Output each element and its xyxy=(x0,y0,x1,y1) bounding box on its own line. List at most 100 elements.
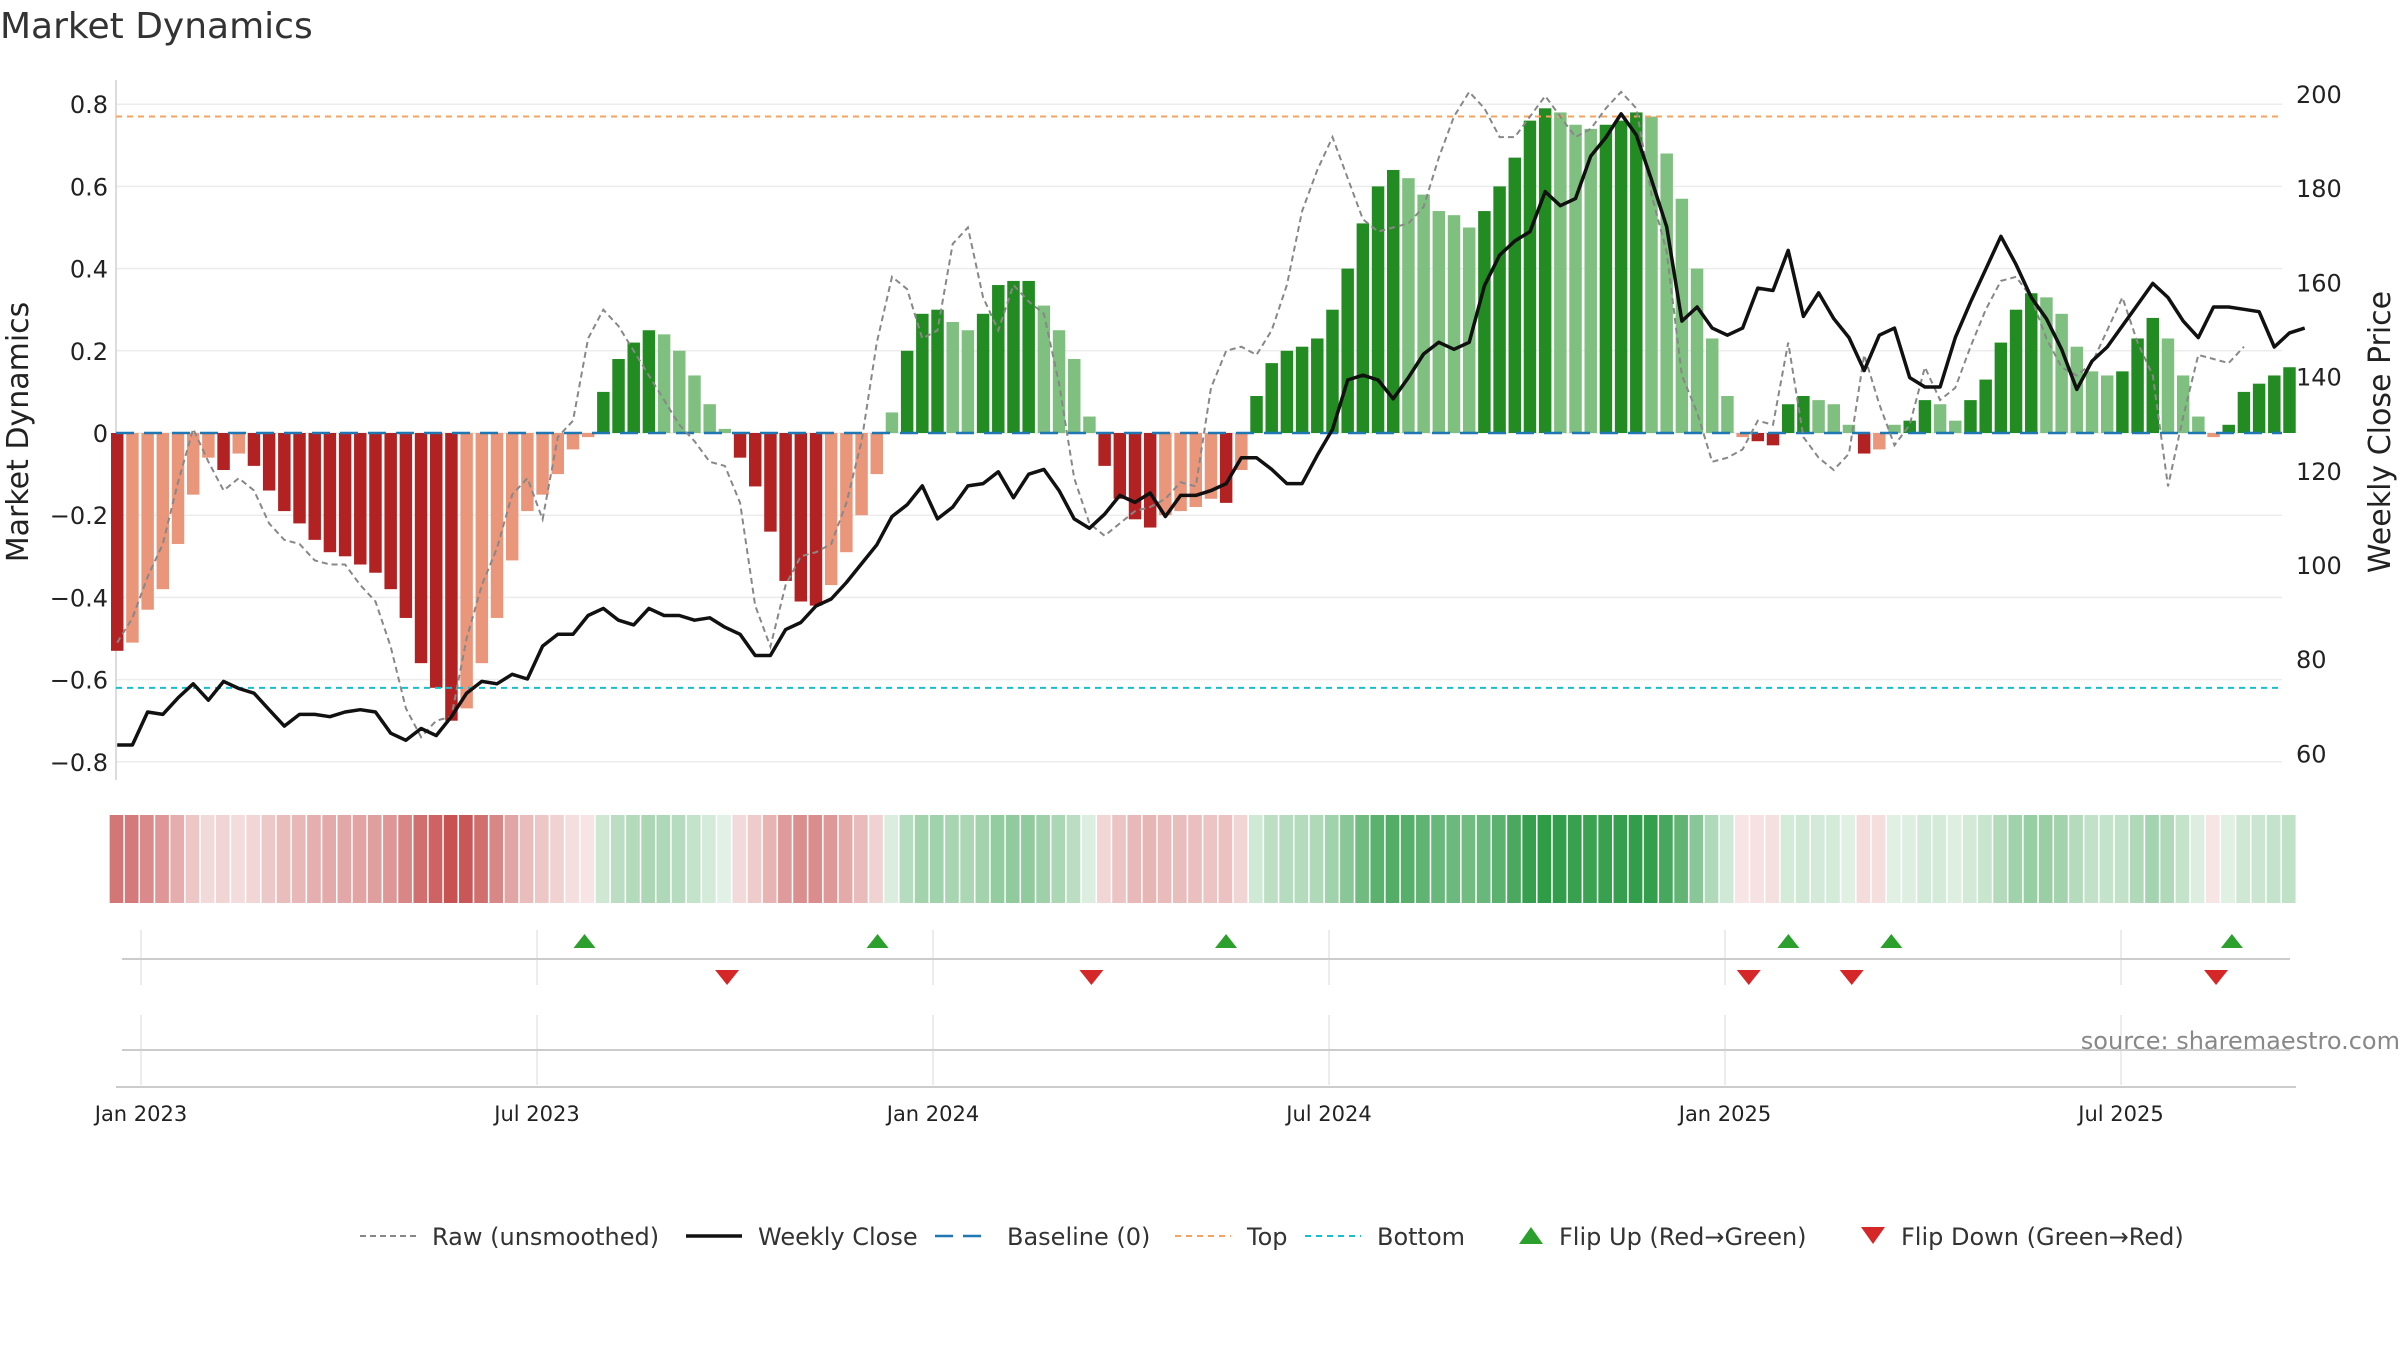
bar xyxy=(1295,346,1309,433)
heat-cell xyxy=(1400,815,1415,903)
bar xyxy=(551,433,564,475)
bar xyxy=(1523,120,1537,433)
bar xyxy=(1371,186,1385,433)
bar xyxy=(1690,268,1704,433)
heat-cell xyxy=(1552,815,1567,903)
heat-cell xyxy=(1416,815,1430,903)
heat-cell xyxy=(1704,815,1719,903)
bar xyxy=(1569,124,1582,433)
heat-cell xyxy=(1841,815,1856,903)
bar xyxy=(1842,424,1856,433)
heat-cell xyxy=(2038,815,2053,903)
bar xyxy=(1265,363,1278,433)
heat-cell xyxy=(747,815,762,903)
chart-title: Market Dynamics xyxy=(0,6,313,47)
heat-cell xyxy=(1917,815,1931,903)
bar xyxy=(2040,297,2053,433)
heat-cell xyxy=(793,815,807,903)
bar xyxy=(247,433,261,466)
heat-cell xyxy=(215,815,230,903)
bar xyxy=(1660,153,1673,433)
heat-cell xyxy=(1218,815,1233,903)
legend-swatch-flip-up xyxy=(1519,1227,1543,1244)
y-tick-label-4: 0 xyxy=(93,420,108,448)
bar xyxy=(1159,433,1172,516)
bar xyxy=(1068,359,1081,433)
bar xyxy=(2100,375,2114,433)
heat-cell xyxy=(1309,815,1324,903)
bar xyxy=(961,330,975,433)
heat-cell xyxy=(914,815,929,903)
legend-label-raw: Raw (unsmoothed) xyxy=(432,1223,659,1251)
heat-cell xyxy=(1735,815,1749,903)
bar xyxy=(870,433,883,475)
bar xyxy=(1098,433,1111,466)
bar xyxy=(1083,416,1096,433)
heat-cell xyxy=(1203,815,1218,903)
bar xyxy=(1781,404,1795,433)
bar xyxy=(900,350,914,433)
y2-tick-label-6: 80 xyxy=(2296,646,2327,674)
heat-cell xyxy=(124,815,139,903)
heat-cell xyxy=(155,815,169,903)
heat-cell xyxy=(1036,815,1050,903)
bar xyxy=(460,433,473,709)
heat-cell xyxy=(1324,815,1339,903)
heat-cell xyxy=(2281,815,2296,903)
heat-cell xyxy=(1127,815,1142,903)
heat-cell xyxy=(185,815,200,903)
bar xyxy=(2237,391,2251,433)
heat-cell xyxy=(1097,815,1111,903)
heat-cell xyxy=(945,815,959,903)
heat-cell xyxy=(337,815,352,903)
flip-down-marker xyxy=(715,970,740,985)
bar xyxy=(1204,433,1218,499)
bar xyxy=(2176,375,2190,433)
heat-cell xyxy=(2190,815,2205,903)
bar xyxy=(2116,371,2129,433)
heat-cell xyxy=(489,815,504,903)
flip-down-marker xyxy=(1079,970,1104,985)
heat-cell xyxy=(307,815,321,903)
heat-cell xyxy=(1233,815,1248,903)
bar xyxy=(1584,128,1597,434)
bar xyxy=(885,412,899,433)
legend-label-close: Weekly Close xyxy=(758,1223,918,1251)
heat-cell xyxy=(853,815,868,903)
heat-cell xyxy=(960,815,974,903)
heat-cell xyxy=(1157,815,1172,903)
y2-tick-label-0: 200 xyxy=(2296,81,2342,109)
bar xyxy=(1857,433,1871,454)
heat-cell xyxy=(732,815,747,903)
bar xyxy=(1037,305,1051,433)
heat-cell xyxy=(1826,815,1840,903)
heat-cell xyxy=(459,815,473,903)
x-tick-label-2: Jan 2024 xyxy=(885,1102,980,1126)
flip-up-marker xyxy=(2220,934,2243,948)
heat-cell xyxy=(1810,815,1825,903)
y2-tick-label-1: 180 xyxy=(2296,175,2342,203)
heat-cell xyxy=(580,815,595,903)
heat-cell xyxy=(2160,815,2175,903)
heat-cell xyxy=(975,815,990,903)
heat-cell xyxy=(1674,815,1688,903)
bar xyxy=(2131,338,2144,433)
heat-cell xyxy=(383,815,397,903)
x-tick-label-3: Jul 2024 xyxy=(1284,1102,1371,1126)
y-tick-label-3: 0.2 xyxy=(70,338,108,366)
legend-label-top: Top xyxy=(1246,1223,1288,1251)
heat-cell xyxy=(1583,815,1597,903)
bar xyxy=(627,342,640,433)
heat-cell xyxy=(231,815,245,903)
bar xyxy=(171,433,185,544)
heat-cell xyxy=(2129,815,2144,903)
bar xyxy=(1478,211,1491,433)
bar xyxy=(1736,433,1749,438)
heat-cell xyxy=(1765,815,1780,903)
heat-cell xyxy=(398,815,412,903)
bar xyxy=(1554,112,1567,434)
heat-cell xyxy=(2084,815,2099,903)
heat-cell xyxy=(1476,815,1491,903)
bar xyxy=(202,433,215,458)
bar xyxy=(536,433,549,495)
